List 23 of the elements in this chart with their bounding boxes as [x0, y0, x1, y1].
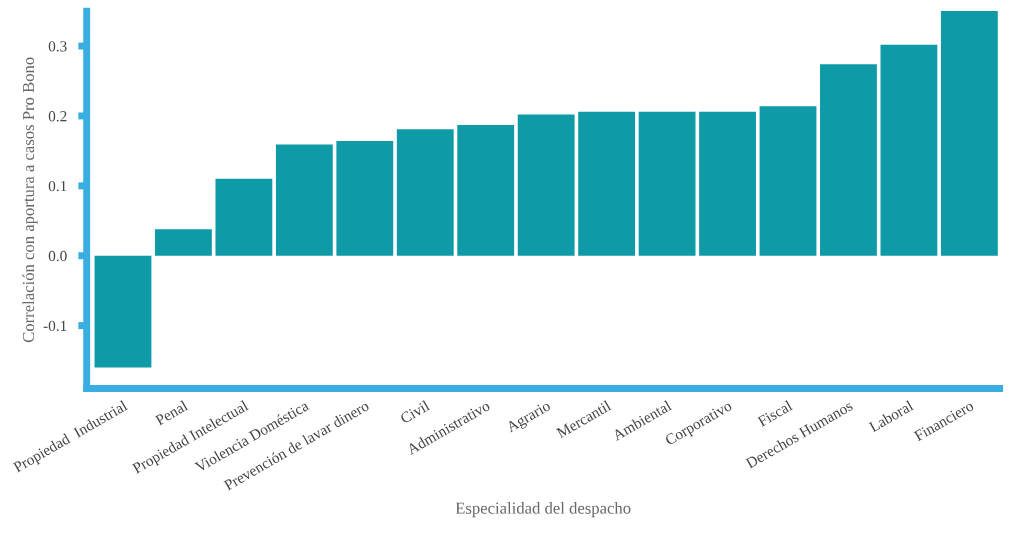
bar	[880, 44, 938, 256]
y-axis-title: Correlación con aportura a casos Pro Bono	[22, 57, 38, 343]
bar	[759, 106, 817, 256]
bar	[699, 111, 756, 256]
bar	[638, 111, 696, 256]
y-tick-label: 0.0	[48, 250, 67, 262]
bar	[155, 229, 212, 256]
y-tick-label: -0.1	[43, 320, 67, 332]
y-tick-label: 0.1	[48, 180, 67, 192]
x-tick-label: Penal	[154, 399, 189, 426]
bar	[517, 114, 575, 256]
bar	[215, 178, 273, 256]
y-tick-label: 0.2	[48, 111, 67, 122]
bar	[940, 11, 998, 256]
bar	[94, 255, 152, 368]
bar	[457, 125, 515, 256]
bar	[396, 129, 454, 256]
bar	[578, 111, 636, 256]
x-axis-title: Especialidad del despacho	[455, 502, 631, 518]
bar	[820, 64, 877, 256]
bar	[336, 141, 394, 256]
y-tick-label: 0.3	[48, 41, 67, 52]
bar	[275, 144, 333, 256]
